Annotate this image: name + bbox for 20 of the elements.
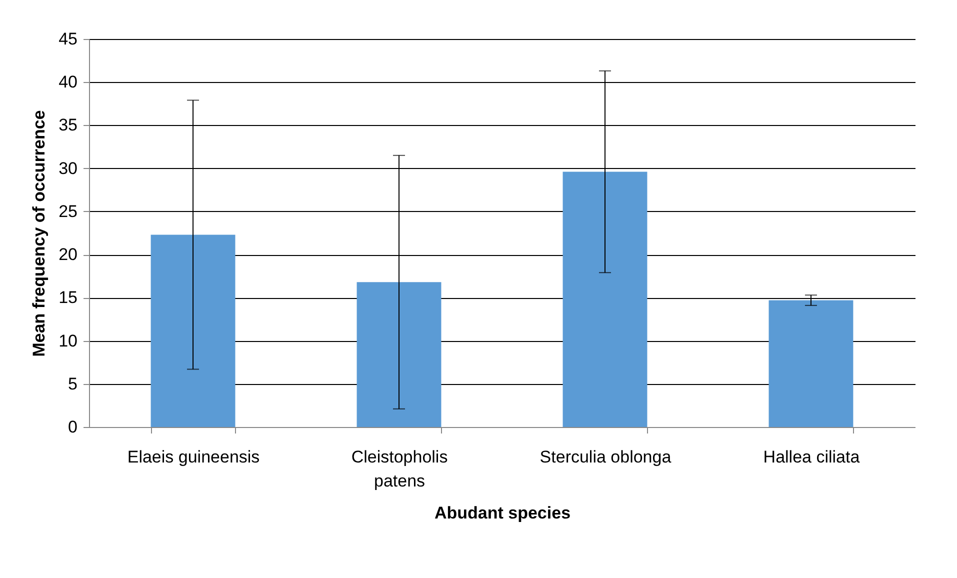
bar — [562, 172, 648, 427]
y-tick-label: 35 — [58, 116, 78, 135]
y-tick-label: 0 — [68, 418, 78, 436]
bar — [150, 234, 236, 427]
x-tick-label: Hallea ciliata — [763, 448, 860, 466]
y-tick-label: 45 — [58, 30, 78, 48]
y-tick-label: 10 — [58, 331, 78, 350]
y-tick-label: 30 — [58, 158, 78, 178]
x-axis-title: Abudant species — [434, 504, 571, 522]
x-tick-label: Sterculia oblonga — [540, 448, 672, 466]
y-tick-label: 15 — [58, 288, 78, 308]
x-tick-label: Elaeis guineensis — [127, 448, 260, 466]
x-tick-label: Cleistopholis patens — [351, 448, 448, 490]
y-tick-label: 25 — [58, 202, 78, 221]
y-tick-label: 5 — [68, 374, 78, 394]
y-axis-title: Mean frequency of occurrence — [30, 110, 49, 357]
y-tick-label: 20 — [58, 245, 78, 264]
bar — [356, 282, 442, 427]
bar — [768, 300, 854, 427]
y-tick-label: 40 — [58, 72, 78, 92]
